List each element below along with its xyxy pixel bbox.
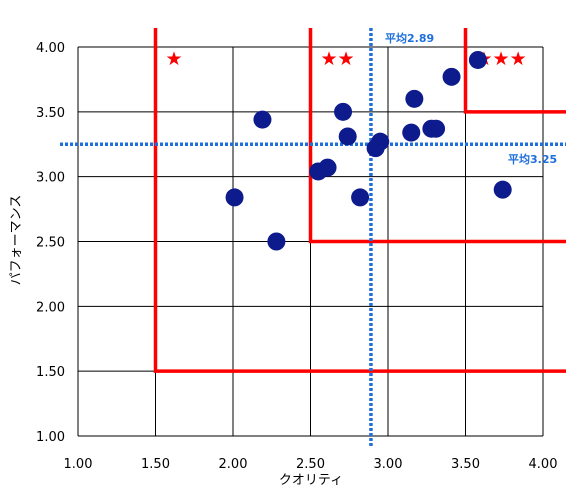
data-point xyxy=(267,232,286,251)
data-point xyxy=(371,132,390,151)
zone-rating-stars: ★★ xyxy=(321,48,355,70)
y-axis-title: パフォーマンス xyxy=(9,195,24,286)
y-tick-label: 3.50 xyxy=(36,106,65,121)
data-point xyxy=(427,119,446,138)
x-tick-label: 4.00 xyxy=(529,457,558,472)
y-tick-label: 4.00 xyxy=(36,41,65,56)
zone-boundary xyxy=(308,28,566,244)
rating-zones: ★ ★★ ★★★ xyxy=(153,28,566,373)
y-tick-label: 2.50 xyxy=(36,236,65,251)
zone-rating-stars: ★★★ xyxy=(476,48,527,70)
y-tick-label: 1.00 xyxy=(36,430,65,445)
data-point xyxy=(338,127,357,146)
data-point xyxy=(402,123,421,142)
axis-ticks: 1.00 1.50 2.00 2.50 3.00 3.50 4.00 1.00 1.50 2.00… xyxy=(36,41,557,472)
data-point xyxy=(225,188,244,207)
data-point xyxy=(351,188,370,207)
y-average-label: 平均3.25 xyxy=(508,152,557,166)
zone-boundary xyxy=(463,28,566,114)
zone-rating-stars: ★ xyxy=(166,48,183,70)
x-tick-label: 1.00 xyxy=(64,457,93,472)
data-point xyxy=(493,180,512,199)
data-point xyxy=(318,158,337,177)
x-tick-label: 2.50 xyxy=(296,457,325,472)
y-tick-label: 1.50 xyxy=(36,365,65,380)
data-point xyxy=(468,50,487,69)
x-average-label: 平均2.89 xyxy=(385,31,434,45)
data-points xyxy=(225,50,512,251)
x-tick-label: 3.00 xyxy=(374,457,403,472)
y-tick-label: 2.00 xyxy=(36,300,65,315)
x-tick-label: 2.00 xyxy=(219,457,248,472)
zone-boundary xyxy=(153,28,566,373)
x-tick-label: 1.50 xyxy=(141,457,170,472)
data-point xyxy=(405,89,424,108)
average-lines xyxy=(60,28,566,448)
x-axis-title: クオリティ xyxy=(279,473,343,488)
data-point xyxy=(442,67,461,86)
y-tick-label: 3.00 xyxy=(36,171,65,186)
data-point xyxy=(253,110,272,129)
x-tick-label: 3.50 xyxy=(451,457,480,472)
data-point xyxy=(334,102,353,121)
